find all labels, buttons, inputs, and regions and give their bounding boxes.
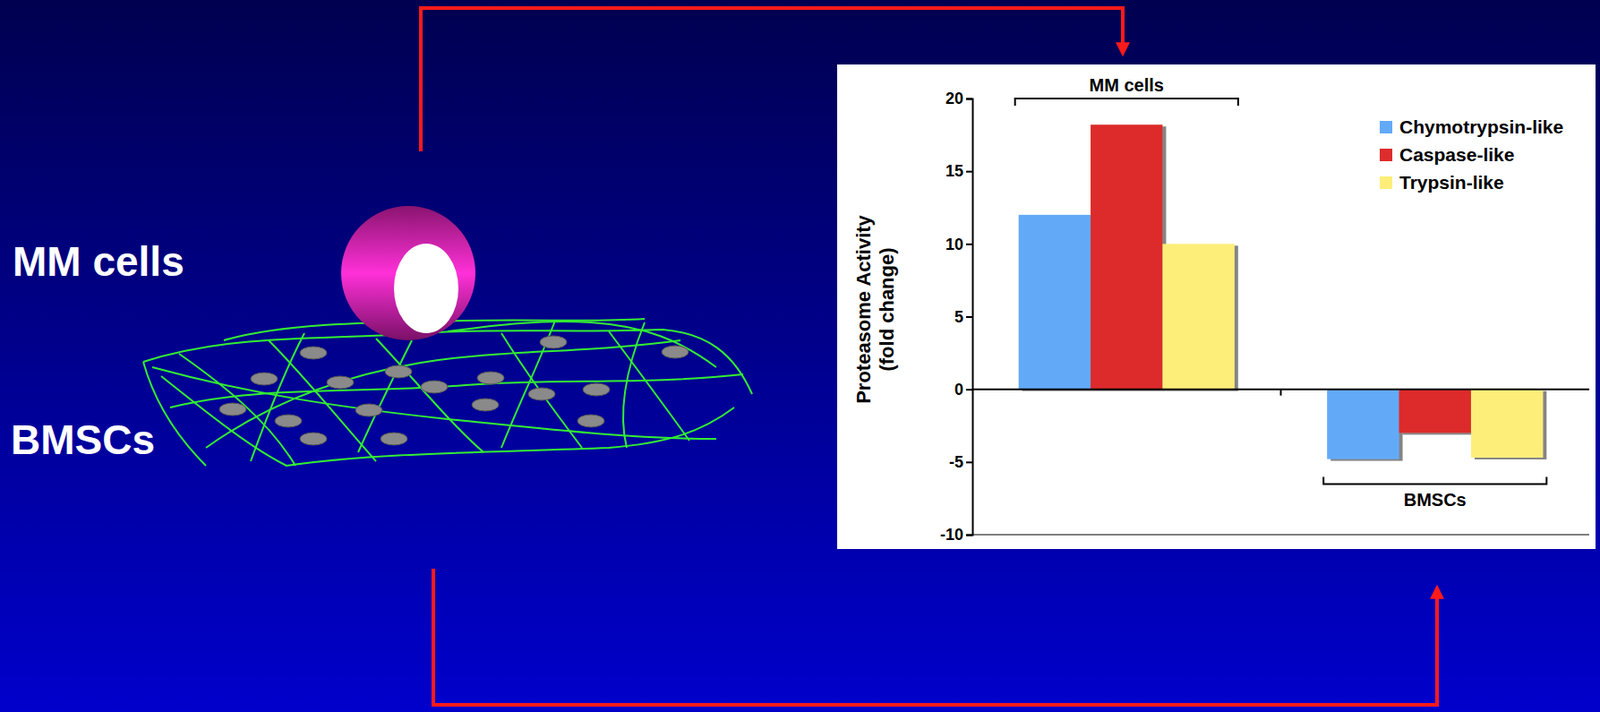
y-tick: 10 bbox=[945, 235, 973, 254]
fiber bbox=[250, 333, 305, 462]
legend-swatch bbox=[1379, 176, 1393, 189]
diagram-label: MM cells bbox=[12, 238, 185, 285]
bar bbox=[1399, 389, 1472, 434]
legend: Chymotrypsin-like Caspase-like Trypsin-lik… bbox=[1379, 116, 1564, 193]
chart: -10 -5 0 5 10 15 20 Proteasome Activity(fold ch… bbox=[837, 64, 1596, 549]
fiber bbox=[447, 321, 717, 368]
bar bbox=[1018, 214, 1091, 390]
legend-item: Trypsin-like bbox=[1379, 171, 1505, 193]
bar bbox=[1090, 124, 1163, 389]
y-tick: 15 bbox=[945, 162, 973, 180]
nucleus bbox=[661, 345, 689, 359]
fiber bbox=[608, 331, 690, 441]
group-label: BMSCs bbox=[1403, 489, 1467, 510]
bar bbox=[1162, 243, 1234, 389]
y-tick: -10 bbox=[940, 525, 973, 544]
mm-nucleus bbox=[393, 243, 459, 334]
nucleus bbox=[274, 414, 302, 428]
bar bbox=[1471, 389, 1543, 458]
y-tick-mark bbox=[966, 316, 973, 318]
bars bbox=[1018, 124, 1544, 459]
group-label: MM cells bbox=[1089, 75, 1164, 95]
y-axis-title: Proteasome Activity(fold change) bbox=[852, 213, 899, 403]
y-tick-label: 20 bbox=[945, 89, 964, 108]
y-tick-label: 10 bbox=[945, 235, 964, 254]
bar bbox=[1326, 389, 1399, 460]
group-bracket bbox=[1323, 477, 1547, 485]
nucleus bbox=[385, 365, 412, 378]
legend-item: Chymotrypsin-like bbox=[1379, 116, 1564, 137]
diagram-label: BMSCs bbox=[10, 416, 155, 463]
mm-cell bbox=[341, 205, 476, 341]
y-tick: -5 bbox=[949, 453, 973, 471]
nucleus bbox=[355, 403, 383, 417]
y-tick-label: 5 bbox=[954, 308, 964, 326]
nucleus bbox=[528, 387, 556, 401]
nucleus bbox=[299, 346, 327, 360]
nucleus bbox=[471, 398, 499, 411]
nucleus bbox=[420, 380, 448, 394]
y-tick-mark bbox=[966, 243, 973, 246]
y-tick-label: 15 bbox=[945, 162, 964, 180]
y-tick-label: -10 bbox=[940, 525, 964, 544]
background bbox=[0, 0, 1600, 712]
y-tick-label: 0 bbox=[954, 380, 964, 399]
fiber bbox=[179, 353, 296, 466]
y-axis: -10 -5 0 5 10 15 20 bbox=[940, 89, 974, 544]
chart-background bbox=[837, 64, 1596, 549]
slide: MM cells BMSCs -10 -5 0 5 10 15 20 Proteasome Act… bbox=[0, 0, 1600, 712]
y-tick: 20 bbox=[945, 89, 973, 108]
legend-label: Trypsin-like bbox=[1399, 171, 1505, 193]
legend-swatch bbox=[1379, 148, 1393, 162]
fiber bbox=[143, 329, 753, 394]
nucleus bbox=[219, 402, 247, 416]
nucleus bbox=[582, 383, 610, 396]
nucleus bbox=[299, 432, 327, 445]
category-divider-tick bbox=[1280, 389, 1283, 396]
fiber bbox=[376, 338, 484, 453]
legend-item: Caspase-like bbox=[1379, 144, 1515, 165]
y-tick-label: -5 bbox=[949, 453, 964, 471]
nucleus bbox=[250, 372, 278, 386]
y-tick-mark bbox=[966, 98, 973, 101]
group-bracket bbox=[1015, 98, 1239, 106]
y-tick-mark bbox=[966, 461, 973, 463]
nucleus bbox=[539, 335, 567, 349]
y-tick-mark bbox=[966, 171, 973, 173]
nucleus bbox=[477, 371, 505, 385]
y-axis-line bbox=[966, 99, 974, 536]
legend-swatch bbox=[1379, 120, 1393, 134]
y-tick-mark bbox=[966, 534, 973, 537]
nucleus bbox=[380, 432, 408, 445]
fiber bbox=[623, 322, 645, 448]
nucleus bbox=[577, 414, 605, 428]
fiber bbox=[268, 340, 377, 462]
arrow bbox=[433, 568, 1438, 705]
plot-frame bbox=[972, 534, 1590, 536]
y-tick: 5 bbox=[954, 308, 973, 326]
nucleus bbox=[326, 376, 354, 389]
legend-label: Chymotrypsin-like bbox=[1399, 116, 1564, 137]
bmsc-mesh bbox=[143, 318, 753, 466]
legend-label: Caspase-like bbox=[1399, 144, 1515, 165]
y-tick: 0 bbox=[954, 380, 973, 399]
fiber bbox=[358, 340, 412, 453]
y-tick-mark bbox=[966, 388, 973, 391]
